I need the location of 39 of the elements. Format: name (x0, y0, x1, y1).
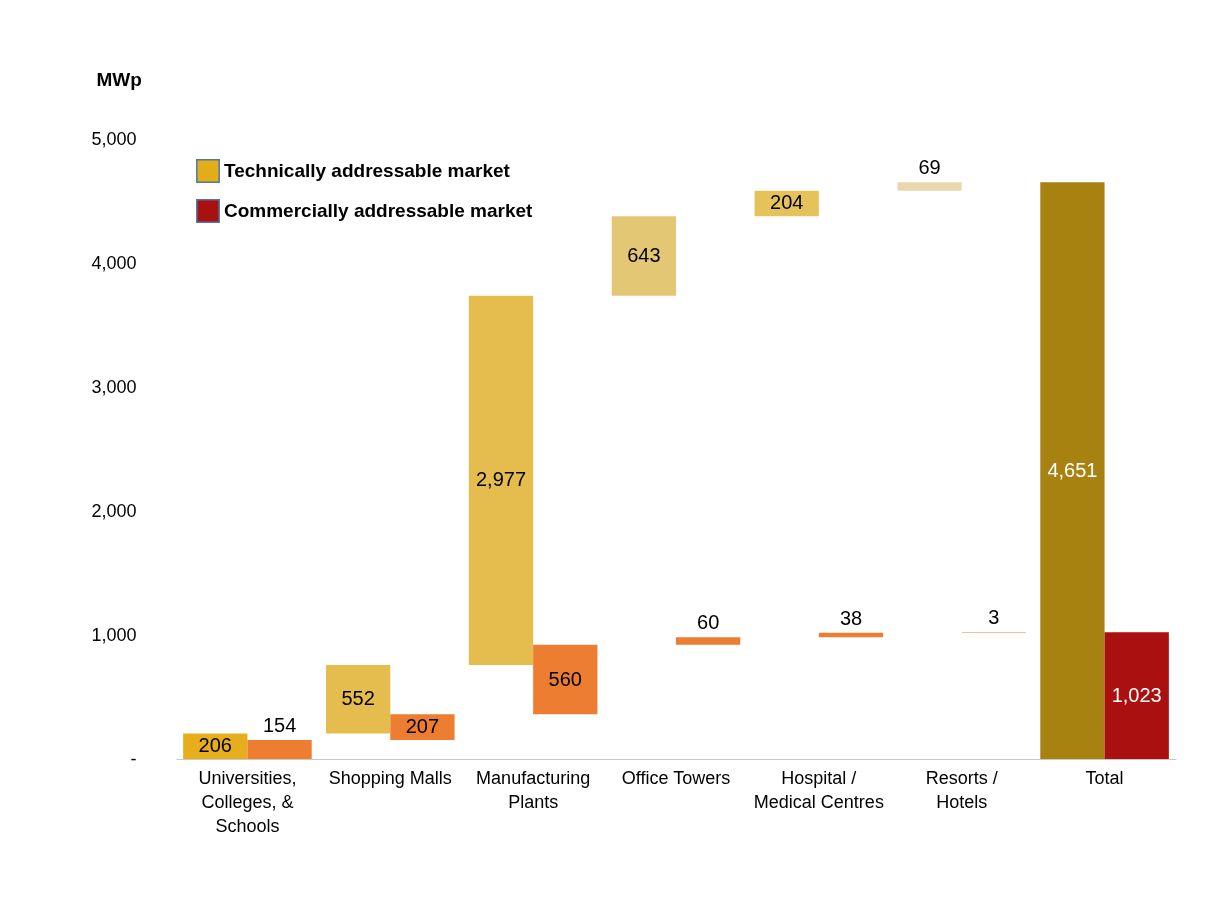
data-label: 69 (918, 156, 941, 179)
y-tick-label: 5,000 (91, 128, 137, 149)
bar (1104, 632, 1169, 759)
y-tick-label: 1,000 (91, 624, 137, 645)
y-tick-label: 4,000 (91, 252, 137, 273)
y-axis-title: MWp (96, 68, 142, 90)
data-label: 154 (262, 713, 297, 736)
x-tick-label: Hospital / Medical Centres (753, 767, 884, 812)
y-tick-label: 2,000 (91, 500, 137, 521)
bar (611, 216, 676, 296)
legend-label: Commercially addressable market (224, 200, 534, 221)
data-label: 560 (548, 667, 582, 690)
x-tick-label: Manufacturing Plants (476, 767, 591, 812)
legend-label: Technically addressable market (224, 160, 511, 181)
x-tick-label: Shopping Malls (328, 767, 452, 788)
bar (326, 665, 391, 734)
y-tick-label: 3,000 (91, 376, 137, 397)
data-label: 552 (341, 687, 375, 710)
y-tick-label: - (130, 748, 137, 769)
data-label: 38 (839, 606, 863, 629)
x-tick-label: Universities, Colleges, & Schools (198, 767, 297, 836)
data-label: 204 (770, 191, 804, 214)
bar (1040, 182, 1105, 759)
bar (533, 644, 598, 715)
data-label: 206 (198, 734, 232, 757)
bar (897, 182, 962, 191)
data-label: 643 (627, 243, 661, 266)
bar (247, 739, 312, 759)
data-label: 2,977 (475, 468, 527, 491)
data-label: 207 (405, 715, 440, 738)
bar (676, 637, 741, 645)
data-label: 4,651 (1047, 458, 1098, 481)
data-label: 60 (697, 611, 720, 634)
data-label: 3 (988, 606, 1000, 629)
x-tick-label: Office Towers (621, 767, 731, 788)
x-tick-label: Resorts / Hotels (925, 767, 998, 812)
x-tick-label: Total (1085, 767, 1124, 788)
bar (468, 295, 534, 666)
data-label: 1,023 (1111, 683, 1162, 706)
